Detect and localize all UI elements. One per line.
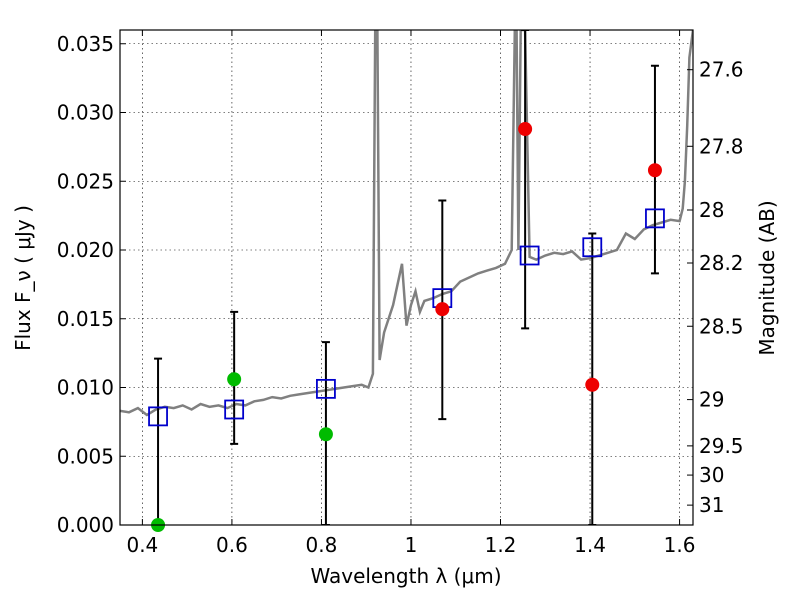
mag-tick-label: 29.5 [699,434,744,458]
model-flux-square [582,237,603,258]
grid [120,30,693,526]
y-tick-label: 0.005 [57,444,114,468]
model-flux-square [645,208,665,229]
mag-tick-label: 28.5 [699,314,744,338]
y-tick-label: 0.010 [57,376,114,400]
x-tick-label: 1.2 [485,533,517,557]
observed-flux-point-green [227,372,242,387]
observed-flux-point-red [647,163,662,178]
observed-flux-point-red [585,377,600,392]
x-tick-label: 1.4 [574,533,606,557]
mag-tick-label: 27.8 [699,134,744,158]
model-flux-square [316,378,336,399]
observed-flux-point-green [318,427,333,442]
mag-tick-label: 27.6 [699,58,744,82]
mag-tick-label: 28.2 [699,251,744,275]
y-axis-ticks: 0.000 0.005 0.010 0.015 0.020 0.025 0.030 0.035 [57,32,126,537]
y-tick-label: 0.025 [57,169,114,193]
mag-tick-label: 31 [699,493,724,517]
observed-flux-point-red [518,122,533,136]
mag-tick-label: 30 [699,463,724,487]
model-flux-square [224,399,245,420]
model-flux-square [519,245,540,266]
x-axis-label: Wavelength λ (μm) [310,564,501,588]
model-flux-square [148,406,168,427]
y-tick-label: 0.015 [57,307,114,331]
mag-tick-label: 29 [699,388,724,412]
y-tick-label: 0.000 [57,513,114,537]
y-tick-label: 0.020 [57,238,114,262]
magnitude-axis-ticks: 27.6 27.8 28 28.2 28.5 29 29.5 30 31 [687,58,744,517]
y-axis-label: Flux F_ν ( μJy ) [11,205,35,351]
x-tick-label: 0.4 [126,533,158,557]
x-tick-label: 0.6 [216,533,248,557]
plot-frame [119,29,694,526]
x-tick-label: 0.8 [306,533,338,557]
x-axis-ticks: 0.4 0.6 0.8 1 1.2 1.4 1.6 [126,30,695,557]
model-spectrum-line [120,30,693,417]
x-tick-label: 1 [405,533,418,557]
x-tick-label: 1.6 [664,533,696,557]
observed-flux-point-red [435,302,450,317]
y-tick-label: 0.035 [57,32,114,56]
data-markers [148,122,665,532]
y-tick-label: 0.030 [57,101,114,125]
error-bars [154,30,659,525]
mag-tick-label: 28 [699,198,724,222]
right-axis-label: Magnitude (AB) [755,200,779,355]
